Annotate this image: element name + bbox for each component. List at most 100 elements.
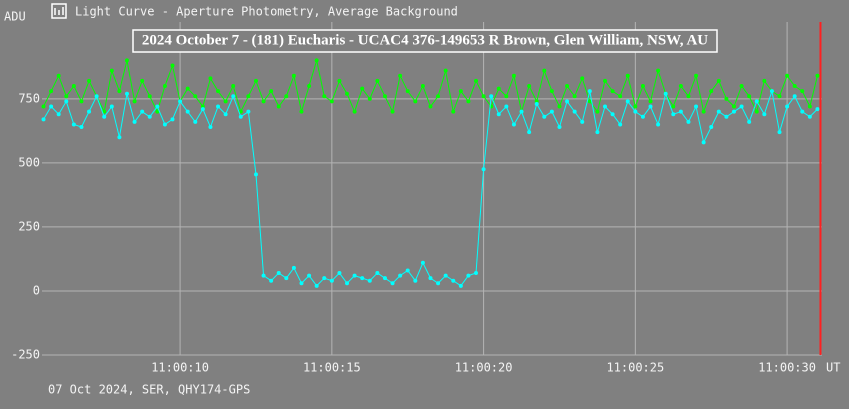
data-point <box>261 99 266 104</box>
x-tick-label: 11:00:25 <box>606 361 664 375</box>
data-point <box>147 114 152 119</box>
data-point <box>640 84 645 89</box>
data-point <box>291 73 296 78</box>
data-point <box>595 130 600 135</box>
data-point <box>147 94 152 99</box>
data-point <box>595 109 600 114</box>
data-point <box>345 91 350 96</box>
data-point <box>701 140 706 145</box>
data-point <box>208 125 213 130</box>
data-point <box>291 265 296 270</box>
data-point <box>504 104 509 109</box>
data-point <box>87 78 92 83</box>
data-point <box>345 281 350 286</box>
data-point <box>284 276 289 281</box>
data-point <box>731 104 736 109</box>
data-point <box>155 109 160 114</box>
data-point <box>367 278 372 283</box>
data-point <box>253 172 258 177</box>
data-point <box>360 276 365 281</box>
data-point <box>413 99 418 104</box>
data-point <box>762 78 767 83</box>
data-point <box>762 112 767 117</box>
data-point <box>633 104 638 109</box>
data-point <box>261 273 266 278</box>
data-point <box>284 94 289 99</box>
data-point <box>238 114 243 119</box>
data-point <box>41 104 46 109</box>
x-unit-label: UT <box>826 361 840 375</box>
data-point <box>565 99 570 104</box>
data-point <box>231 94 236 99</box>
data-point <box>41 117 46 122</box>
x-tick-label: 11:00:10 <box>151 361 209 375</box>
y-tick-label: -250 <box>11 348 40 362</box>
data-point <box>663 91 668 96</box>
data-point <box>64 94 69 99</box>
window-title: Light Curve - Aperture Photometry, Avera… <box>75 5 458 19</box>
data-point <box>200 107 205 112</box>
data-point <box>716 109 721 114</box>
data-point <box>739 104 744 109</box>
data-point <box>815 73 820 78</box>
data-point <box>360 86 365 91</box>
data-point <box>420 260 425 265</box>
data-point <box>405 268 410 273</box>
data-point <box>754 109 759 114</box>
data-point <box>79 99 84 104</box>
data-point <box>246 109 251 114</box>
data-point <box>580 76 585 81</box>
data-point <box>71 122 76 127</box>
data-point <box>269 89 274 94</box>
data-point <box>474 78 479 83</box>
data-point <box>656 68 661 73</box>
data-point <box>542 114 547 119</box>
data-point <box>223 112 228 117</box>
data-point <box>807 114 812 119</box>
data-point <box>777 94 782 99</box>
data-point <box>542 68 547 73</box>
x-tick-label: 11:00:20 <box>455 361 513 375</box>
footer: 07 Oct 2024, SER, QHY174-GPS <box>48 383 250 397</box>
data-point <box>322 94 327 99</box>
data-point <box>436 281 441 286</box>
data-point <box>337 271 342 276</box>
data-point <box>64 99 69 104</box>
data-point <box>792 94 797 99</box>
data-point <box>640 114 645 119</box>
data-point <box>299 109 304 114</box>
data-point <box>109 68 114 73</box>
data-point <box>132 119 137 124</box>
data-point <box>458 89 463 94</box>
data-point <box>565 84 570 89</box>
data-point <box>367 96 372 101</box>
data-point <box>572 109 577 114</box>
data-point <box>671 104 676 109</box>
data-point <box>170 117 175 122</box>
data-point <box>511 73 516 78</box>
data-point <box>602 104 607 109</box>
data-point <box>155 104 160 109</box>
data-point <box>390 281 395 286</box>
data-point <box>140 78 145 83</box>
data-point <box>466 273 471 278</box>
data-point <box>709 89 714 94</box>
data-point <box>49 104 54 109</box>
data-point <box>731 109 736 114</box>
data-point <box>519 109 524 114</box>
data-point <box>701 109 706 114</box>
data-point <box>87 109 92 114</box>
data-point <box>648 99 653 104</box>
data-point <box>231 84 236 89</box>
data-point <box>587 99 592 104</box>
data-point <box>193 119 198 124</box>
data-point <box>489 94 494 99</box>
data-point <box>527 84 532 89</box>
data-point <box>777 130 782 135</box>
chart-title: 2024 October 7 - (181) Eucharis - UCAC4 … <box>142 32 708 48</box>
data-point <box>420 84 425 89</box>
data-point <box>49 89 54 94</box>
data-point <box>314 283 319 288</box>
data-point <box>625 99 630 104</box>
